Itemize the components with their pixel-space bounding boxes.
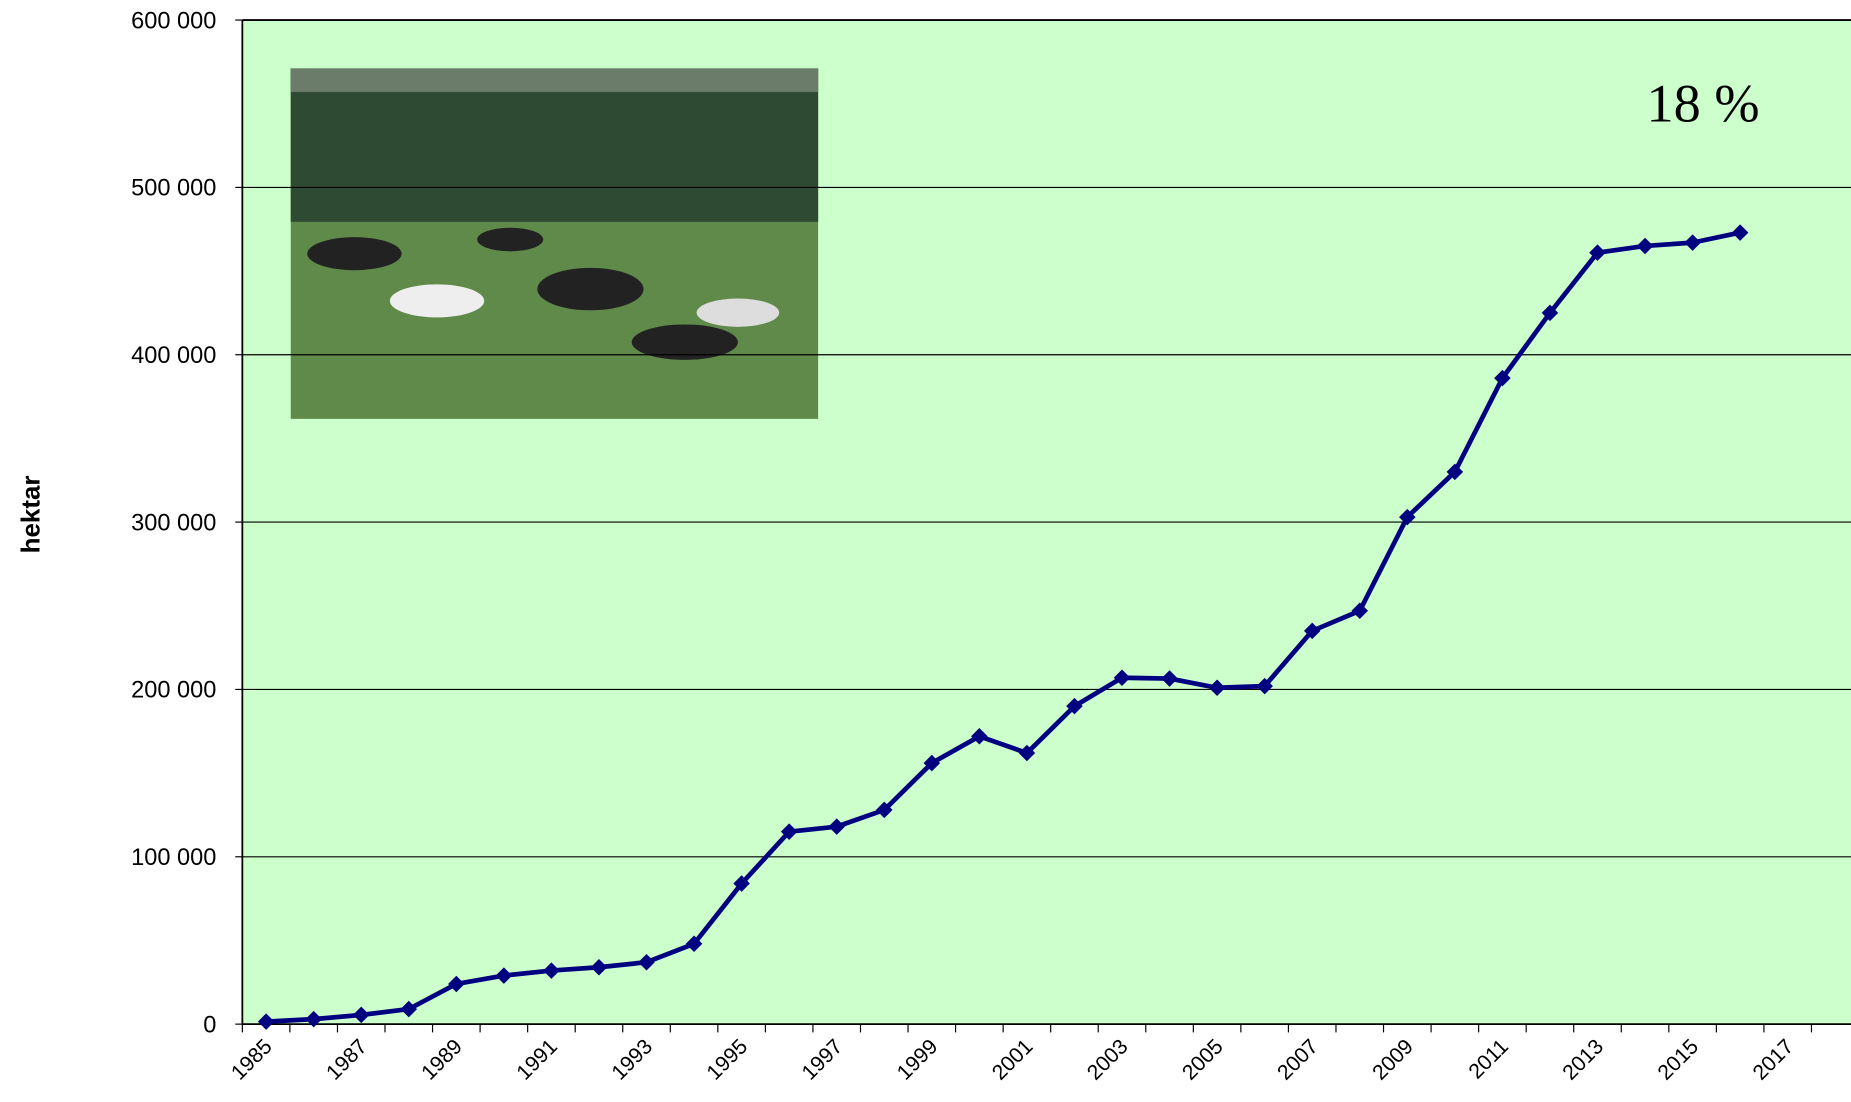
x-tick-label: 1997 bbox=[798, 1035, 848, 1085]
x-tick-label: 2017 bbox=[1749, 1035, 1799, 1085]
x-tick-label: 1985 bbox=[227, 1035, 277, 1085]
y-tick-label: 100 000 bbox=[131, 844, 216, 870]
x-tick-label: 2003 bbox=[1083, 1035, 1133, 1085]
photo bbox=[291, 68, 818, 418]
x-tick-label: 2001 bbox=[988, 1035, 1038, 1085]
x-tick-label: 2015 bbox=[1654, 1035, 1704, 1085]
y-tick-label: 500 000 bbox=[131, 175, 216, 201]
y-tick-label: 200 000 bbox=[131, 677, 216, 703]
y-tick-label: 0 bbox=[203, 1011, 216, 1037]
annotation: 18 % bbox=[1647, 74, 1760, 134]
chart: 18 % hektar 0 100 000 200 000 300 000 400 00… bbox=[0, 0, 1851, 1102]
y-axis-label: hektar bbox=[17, 475, 45, 553]
x-tick-label: 1993 bbox=[607, 1035, 657, 1085]
x-tick-label: 2009 bbox=[1368, 1035, 1418, 1085]
x-tick-label: 1999 bbox=[893, 1035, 943, 1085]
y-tick-label: 300 000 bbox=[131, 509, 216, 535]
y-tick-label: 600 000 bbox=[131, 7, 216, 33]
x-tick-label: 1991 bbox=[512, 1035, 562, 1085]
x-tick-label: 2013 bbox=[1558, 1035, 1608, 1085]
x-tick-label: 2005 bbox=[1178, 1035, 1228, 1085]
x-tick-label: 1995 bbox=[703, 1035, 753, 1085]
x-tick-label: 1987 bbox=[322, 1035, 372, 1085]
x-tick-label: 2007 bbox=[1273, 1035, 1323, 1085]
x-tick-label: 1989 bbox=[417, 1035, 467, 1085]
x-tick-label: 2011 bbox=[1464, 1035, 1513, 1084]
y-tick-label: 400 000 bbox=[131, 342, 216, 368]
